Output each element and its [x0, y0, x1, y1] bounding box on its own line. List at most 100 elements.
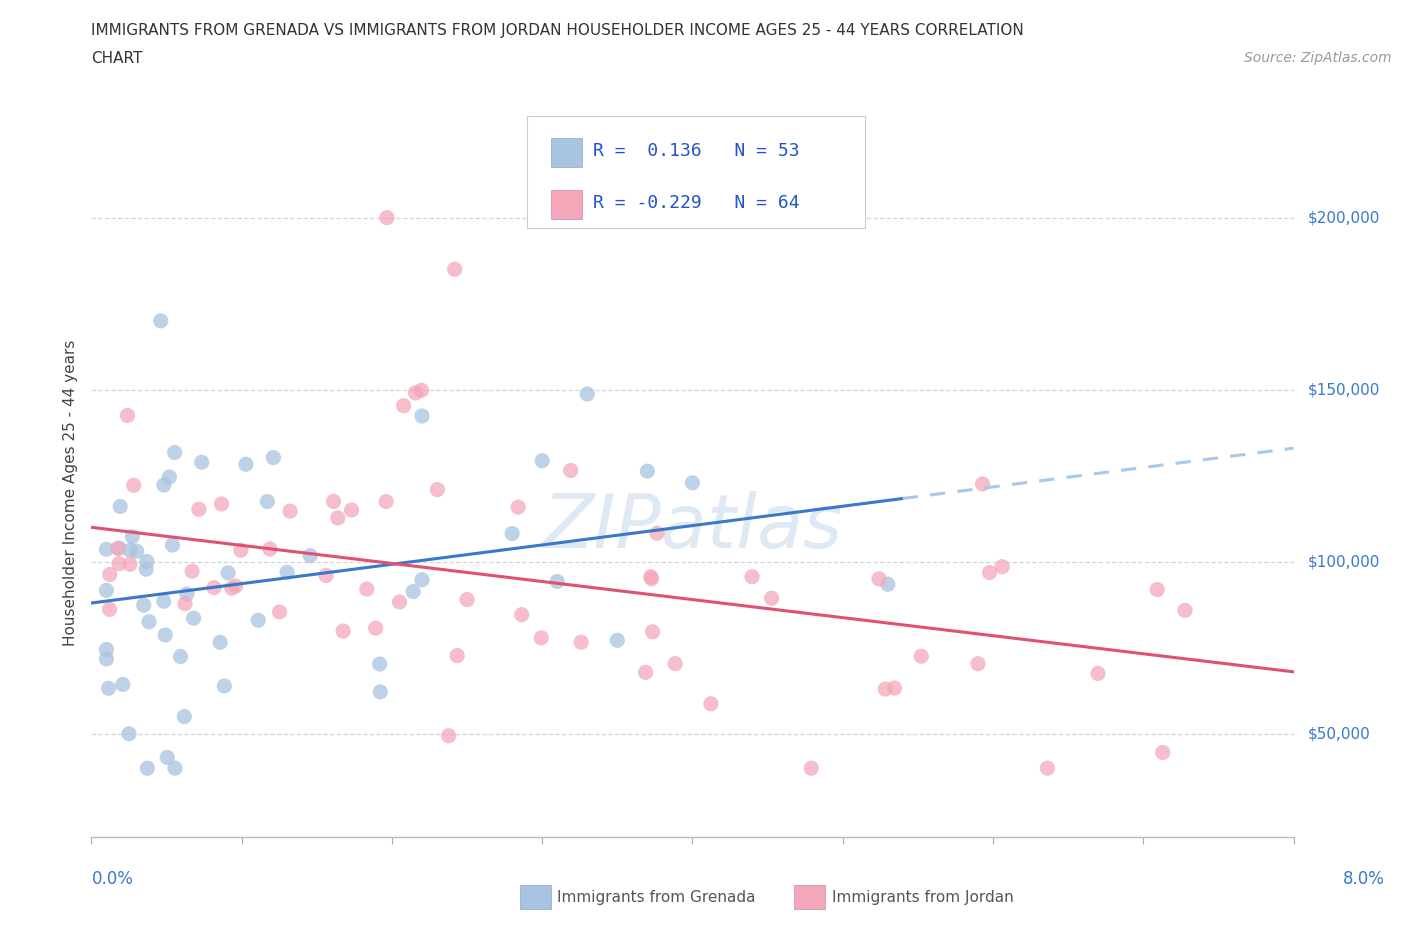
Point [209, 635, 232, 650]
Point [800, 761, 823, 776]
Point [108, 556, 131, 571]
Point [187, 502, 209, 517]
Point [437, 728, 460, 743]
Point [664, 657, 686, 671]
Text: $50,000: $50,000 [1308, 726, 1371, 741]
Point [979, 565, 1001, 580]
Text: Immigrants from Grenada: Immigrants from Grenada [557, 890, 755, 905]
Point [97, 681, 120, 696]
Point [225, 578, 247, 593]
Y-axis label: Householder Income Ages 25 - 44 years: Householder Income Ages 25 - 44 years [63, 339, 79, 646]
Point [152, 593, 174, 608]
Text: IMMIGRANTS FROM GRENADA VS IMMIGRANTS FROM JORDAN HOUSEHOLDER INCOME AGES 25 - 4: IMMIGRANTS FROM GRENADA VS IMMIGRANTS FR… [91, 23, 1024, 38]
Point [162, 538, 184, 552]
Point [111, 677, 134, 692]
Point [118, 726, 141, 741]
Point [741, 569, 763, 584]
Point [221, 581, 243, 596]
Point [868, 571, 890, 586]
Point [375, 210, 398, 225]
Text: R = -0.229   N = 64: R = -0.229 N = 64 [593, 193, 800, 212]
Point [259, 541, 281, 556]
Text: $200,000: $200,000 [1308, 210, 1379, 225]
Point [256, 494, 278, 509]
Point [876, 577, 898, 591]
Point [640, 569, 662, 584]
Point [214, 679, 236, 694]
Point [560, 463, 582, 478]
Point [641, 624, 664, 639]
Point [269, 604, 291, 619]
Point [700, 697, 723, 711]
Point [156, 750, 179, 764]
Point [117, 408, 139, 423]
Point [456, 592, 478, 607]
Point [368, 657, 391, 671]
Point [202, 580, 225, 595]
Point [157, 470, 180, 485]
Point [546, 574, 568, 589]
Point [1174, 603, 1197, 618]
Point [506, 499, 529, 514]
Point [176, 587, 198, 602]
Text: Immigrants from Jordan: Immigrants from Jordan [832, 890, 1014, 905]
Point [640, 571, 662, 586]
Point [375, 494, 398, 509]
Point [163, 761, 186, 776]
Point [411, 383, 433, 398]
Point [153, 478, 176, 493]
Point [501, 526, 523, 541]
Point [149, 313, 172, 328]
Point [636, 464, 658, 479]
Point [120, 543, 142, 558]
Text: R =  0.136   N = 53: R = 0.136 N = 53 [593, 141, 800, 160]
Point [606, 633, 628, 648]
Point [446, 648, 468, 663]
Point [96, 651, 118, 666]
Point [322, 494, 344, 509]
Text: 0.0%: 0.0% [91, 870, 134, 887]
Point [163, 445, 186, 460]
Point [98, 567, 121, 582]
Point [326, 511, 349, 525]
Point [368, 684, 391, 699]
Point [276, 565, 298, 579]
Point [883, 681, 905, 696]
Text: Source: ZipAtlas.com: Source: ZipAtlas.com [1244, 51, 1392, 65]
Point [173, 709, 195, 724]
Point [910, 649, 932, 664]
Point [315, 568, 337, 583]
Text: $150,000: $150,000 [1308, 382, 1379, 397]
Point [645, 525, 668, 540]
Point [235, 457, 257, 472]
Point [1152, 745, 1174, 760]
Point [247, 613, 270, 628]
Point [211, 497, 233, 512]
Point [972, 476, 994, 491]
Point [138, 615, 160, 630]
Point [340, 502, 363, 517]
Point [405, 385, 427, 400]
Point [174, 596, 197, 611]
Point [991, 559, 1014, 574]
Point [118, 557, 141, 572]
Point [169, 649, 191, 664]
Point [125, 544, 148, 559]
Point [388, 594, 411, 609]
Point [135, 562, 157, 577]
Point [108, 541, 131, 556]
Point [96, 642, 118, 657]
Point [634, 665, 657, 680]
Point [576, 387, 599, 402]
Point [1036, 761, 1059, 776]
Point [110, 499, 132, 514]
Point [356, 581, 378, 596]
Text: 8.0%: 8.0% [1343, 870, 1385, 887]
Point [1087, 666, 1109, 681]
Point [262, 450, 284, 465]
Text: CHART: CHART [91, 51, 143, 66]
Point [183, 611, 205, 626]
Point [278, 504, 301, 519]
Point [875, 682, 897, 697]
Point [530, 631, 553, 645]
